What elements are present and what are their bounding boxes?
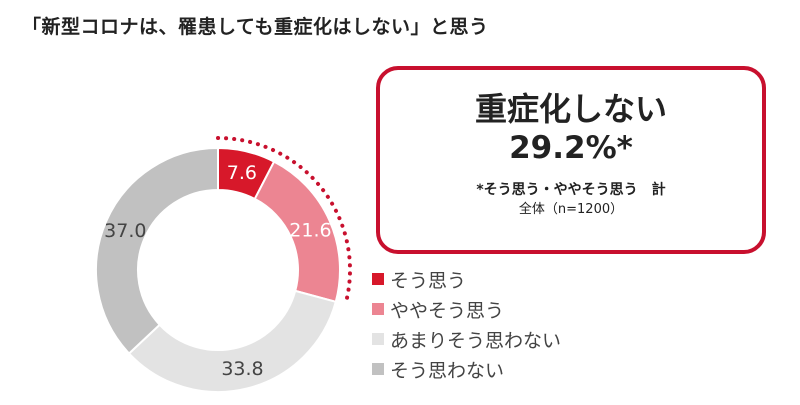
donut-slice xyxy=(95,146,219,355)
legend-item: あまりそう思わない xyxy=(372,326,561,352)
callout-base: 全体（n=1200） xyxy=(518,202,624,217)
legend-label: そう思わない xyxy=(390,359,505,382)
legend-item: そう思う xyxy=(372,266,561,292)
highlight-dotted-arc xyxy=(216,136,352,307)
callout-headline: 重症化しない xyxy=(474,90,667,128)
legend-swatch xyxy=(372,303,384,315)
legend-label: あまりそう思わない xyxy=(390,329,562,352)
slice-value-label: 21.6 xyxy=(289,219,331,241)
legend-item: そう思わない xyxy=(372,356,561,382)
slice-value-label: 33.8 xyxy=(221,358,263,380)
legend-swatch xyxy=(372,363,384,375)
callout-note: *そう思う・ややそう思う 計 xyxy=(476,182,666,198)
callout-value: 29.2%* xyxy=(509,130,633,166)
legend-swatch xyxy=(372,333,384,345)
legend: そう思うややそう思うあまりそう思わない そう思わない xyxy=(372,266,561,386)
legend-label: ややそう思う xyxy=(390,299,505,322)
highlight-callout: 重症化しない 29.2%* *そう思う・ややそう思う 計 全体（n=1200） xyxy=(376,66,766,254)
legend-label: そう思う xyxy=(390,269,467,292)
slice-value-label: 7.6 xyxy=(227,162,257,184)
legend-item: ややそう思う xyxy=(372,296,561,322)
slice-value-label: 37.0 xyxy=(104,220,146,242)
legend-swatch xyxy=(372,273,384,285)
chart-title: 「新型コロナは、罹患しても重症化はしない」と思う xyxy=(22,16,489,38)
donut-slice xyxy=(127,289,338,393)
